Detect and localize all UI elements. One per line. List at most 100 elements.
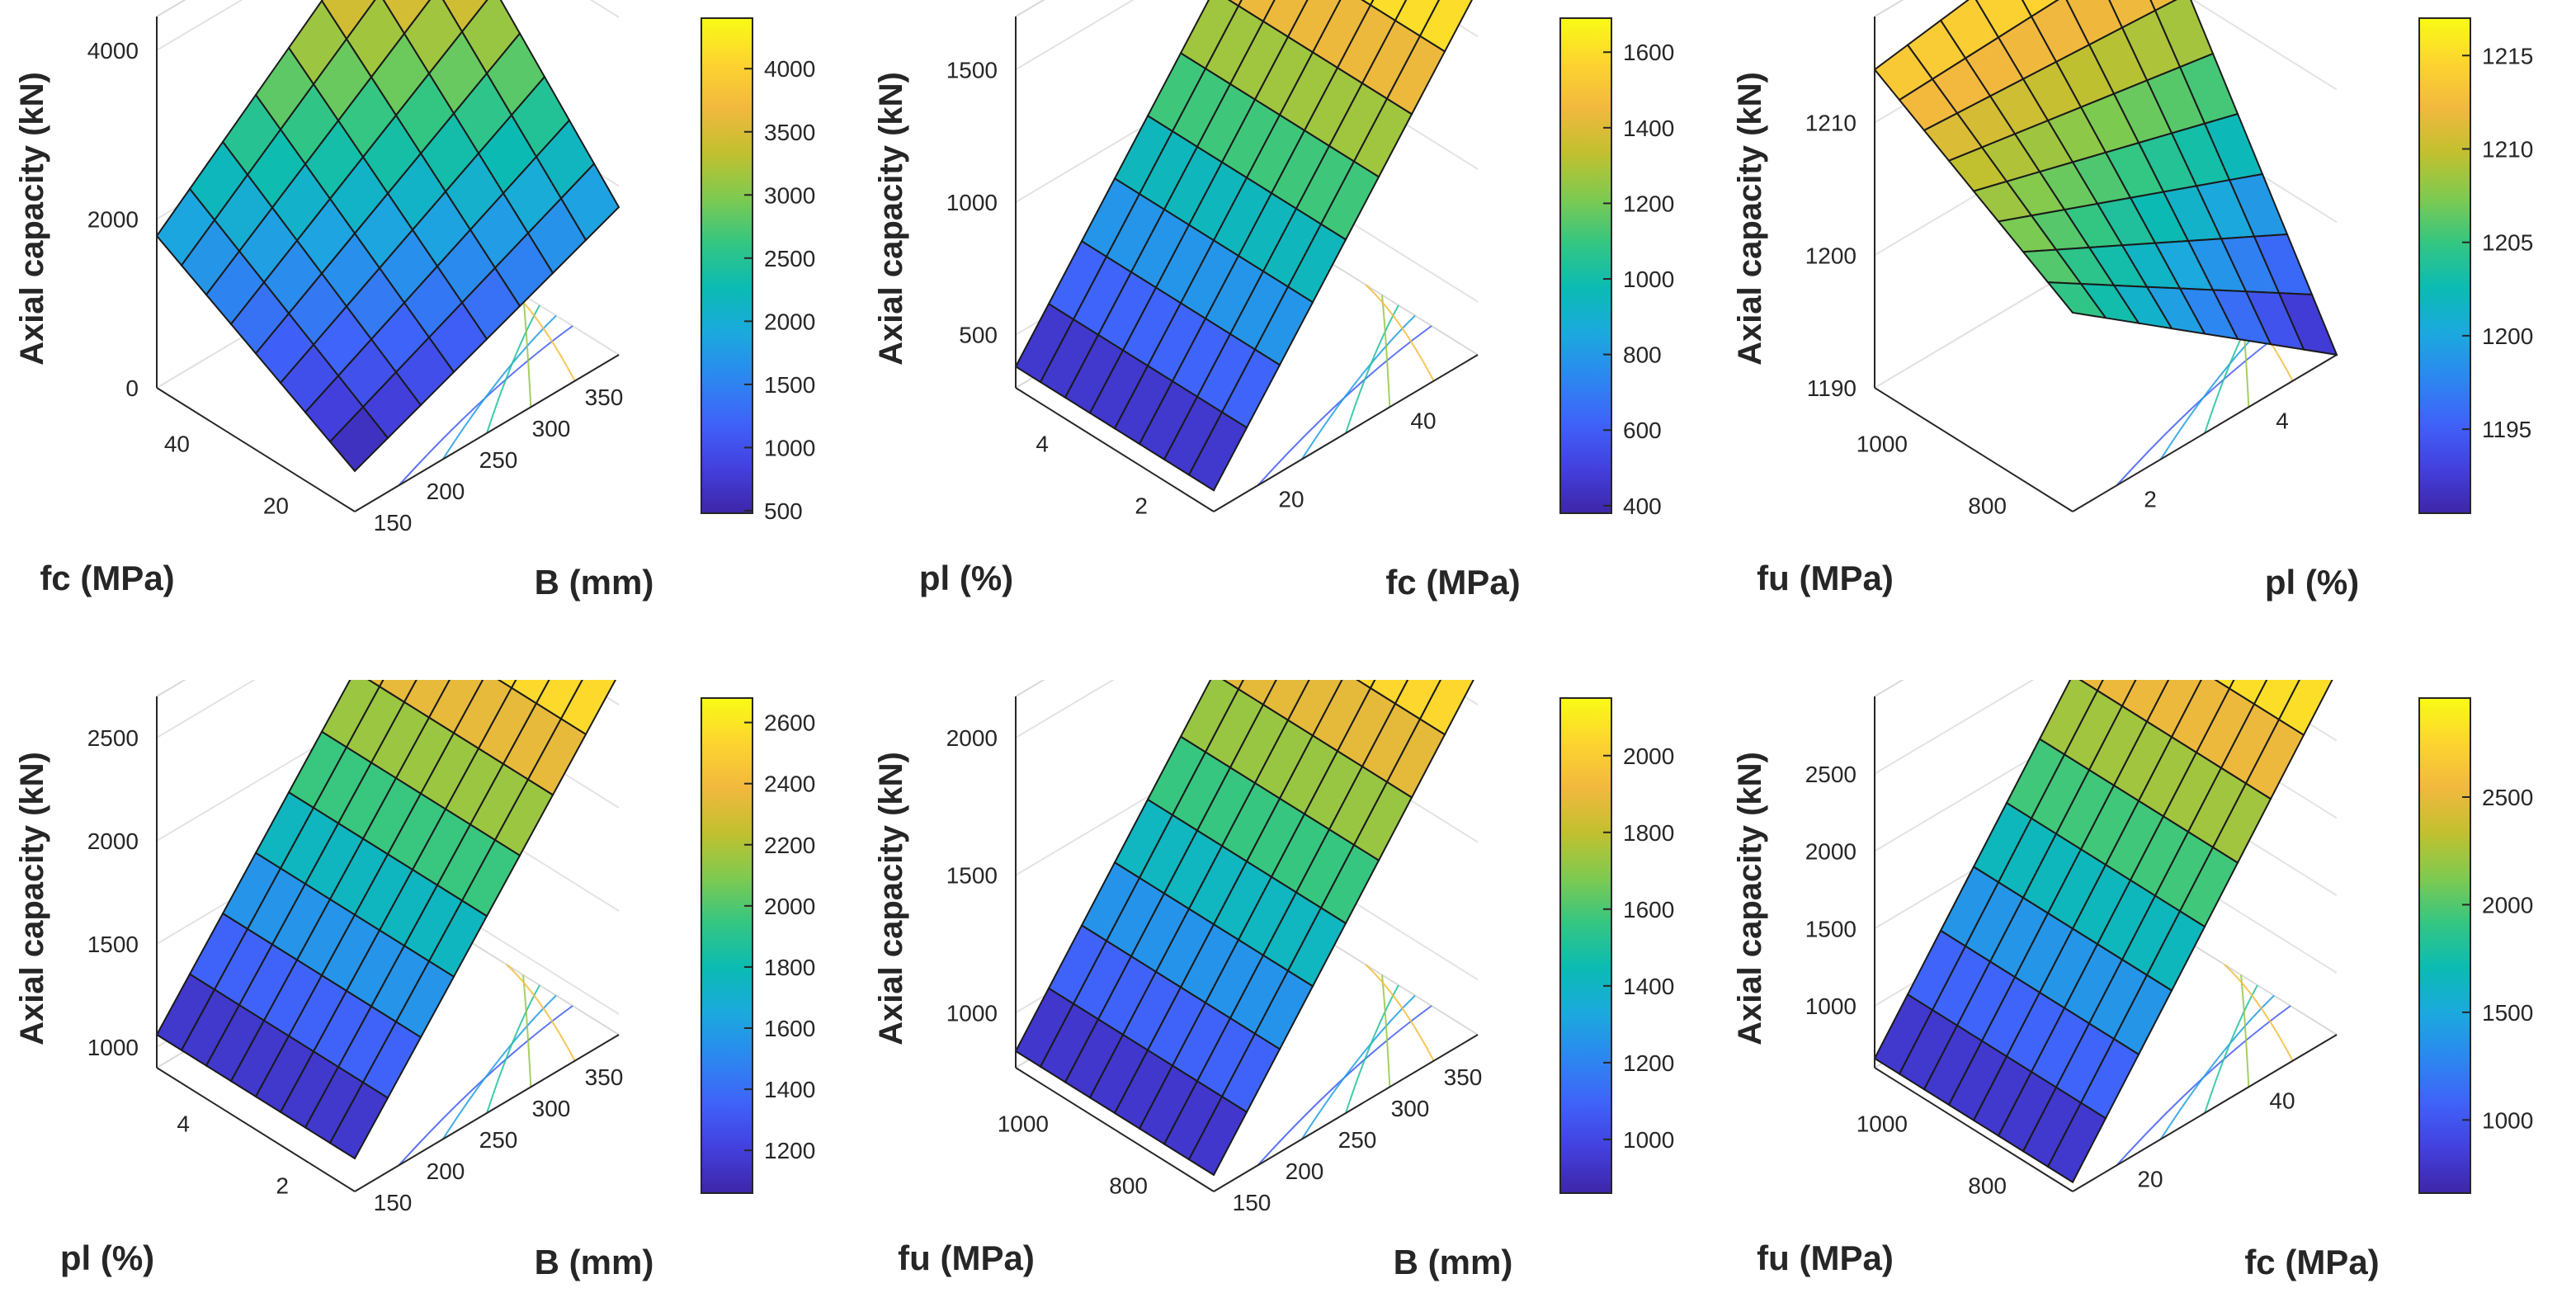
z-axis-title: Axial capacity (kN) bbox=[873, 72, 909, 366]
axes-lines bbox=[156, 17, 620, 512]
colorbar-tick-label: 1000 bbox=[1623, 1127, 1674, 1153]
axes-lines bbox=[1874, 17, 2338, 512]
z-tick-label: 2000 bbox=[946, 725, 998, 751]
colorbar-tick-label: 1600 bbox=[1623, 40, 1674, 65]
colorbar-tick-label: 4000 bbox=[764, 56, 815, 82]
colorbar-tick-label: 3000 bbox=[764, 182, 815, 208]
colorbar-tick-label: 2000 bbox=[764, 309, 815, 334]
floor-contours bbox=[398, 964, 576, 1167]
y-tick-label: 40 bbox=[164, 432, 190, 457]
z-axis-title: Axial capacity (kN) bbox=[1732, 72, 1768, 366]
z-tick-label: 1000 bbox=[1805, 993, 1857, 1019]
x-tick-label: 200 bbox=[427, 479, 465, 504]
z-tick-label: 2000 bbox=[87, 206, 139, 232]
z-axis-title: Axial capacity (kN) bbox=[1732, 752, 1768, 1045]
z-tick-label: 1500 bbox=[87, 932, 139, 957]
colorbar-tick-label: 1000 bbox=[2482, 1107, 2533, 1133]
colorbar-tick-label: 800 bbox=[1623, 342, 1662, 368]
surface-p6 bbox=[1873, 680, 2333, 1184]
colorbar-tick-label: 1400 bbox=[1623, 116, 1674, 141]
colorbar-tick-label: 1000 bbox=[1623, 267, 1674, 292]
colorbar-tick-label: 1500 bbox=[2482, 1000, 2533, 1026]
x-tick-label: 200 bbox=[1286, 1158, 1324, 1184]
x-tick-label: 4 bbox=[2276, 408, 2289, 434]
colorbar-tick-label: 1200 bbox=[1623, 191, 1674, 216]
surface-cell bbox=[2046, 1102, 2107, 1184]
colorbar-tick-label: 1400 bbox=[1623, 974, 1674, 999]
surface-cell bbox=[328, 405, 389, 473]
x-tick-label: 250 bbox=[479, 447, 518, 473]
surface-cell bbox=[328, 1081, 389, 1160]
y-tick-label: 1000 bbox=[998, 1111, 1049, 1137]
y-axis-title: fu (MPa) bbox=[1757, 1239, 1894, 1277]
x-tick-label: 250 bbox=[1338, 1127, 1377, 1153]
z-tick-label: 1500 bbox=[946, 57, 998, 83]
colorbar-tick-label: 1205 bbox=[2482, 230, 2533, 256]
z-tick-label: 2000 bbox=[1805, 839, 1857, 865]
y-tick-label: 1000 bbox=[1857, 1111, 1908, 1137]
surface-plot-p6: 1000 1500 2000 2500 20 40 800 1000 Axial capacit… bbox=[1732, 680, 2533, 1281]
surface-cell bbox=[1187, 1095, 1248, 1177]
x-tick-label: 150 bbox=[374, 510, 413, 536]
colorbar-tick-label: 1800 bbox=[764, 955, 815, 980]
x-axis-title: B (mm) bbox=[1394, 1243, 1513, 1281]
y-axis-title: pl (%) bbox=[919, 559, 1013, 597]
z-axis-title: Axial capacity (kN) bbox=[14, 752, 50, 1045]
axes-lines bbox=[1015, 17, 1479, 512]
colorbar-tick-label: 1210 bbox=[2482, 136, 2533, 162]
z-tick-label: 1200 bbox=[1805, 243, 1857, 268]
z-tick-label: 500 bbox=[959, 323, 998, 348]
surface-plot-p4: 1000 1500 2000 2500 150 200 250 300 350 2 4 Axial c… bbox=[14, 680, 815, 1281]
x-tick-label: 350 bbox=[1444, 1064, 1483, 1090]
colorbar-tick-label: 3500 bbox=[764, 120, 815, 145]
x-tick-label: 2 bbox=[2144, 487, 2157, 512]
surface-p3 bbox=[1873, 0, 2338, 356]
x-axis-title: fc (MPa) bbox=[2244, 1243, 2379, 1281]
x-tick-label: 40 bbox=[2269, 1088, 2295, 1114]
x-axis-title: B (mm) bbox=[535, 1243, 654, 1281]
axes-lines bbox=[1015, 696, 1479, 1192]
colorbar-tick-label: 2200 bbox=[764, 833, 815, 858]
colorbar bbox=[1559, 697, 1612, 1194]
colorbar bbox=[701, 697, 753, 1194]
colorbar-tick-label: 500 bbox=[764, 498, 803, 524]
z-tick-label: 1500 bbox=[946, 863, 998, 889]
z-tick-label: 2500 bbox=[1805, 762, 1857, 787]
surface-plot-p3: 1190 1200 1210 2 4 800 1000 Axial capacity (kN)… bbox=[1732, 0, 2533, 602]
colorbar-tick-label: 1000 bbox=[764, 435, 815, 460]
colorbar-tick-label: 2500 bbox=[764, 246, 815, 271]
x-axis-title: B (mm) bbox=[535, 563, 654, 602]
z-tick-label: 1210 bbox=[1805, 111, 1857, 136]
colorbar-tick-label: 2000 bbox=[764, 894, 815, 919]
x-axis-title: pl (%) bbox=[2265, 563, 2359, 602]
colorbar-tick-label: 600 bbox=[1623, 418, 1662, 443]
surface-p1 bbox=[155, 0, 620, 473]
surface-p2 bbox=[1014, 0, 1473, 492]
y-tick-label: 2 bbox=[1135, 493, 1148, 519]
colorbar-tick-label: 2400 bbox=[764, 771, 815, 797]
colorbar-tick-label: 1800 bbox=[1623, 820, 1674, 846]
surface-plot-p1: 0 2000 4000 150 200 250 300 350 20 40 Axial capaci… bbox=[14, 0, 815, 602]
colorbar-tick-label: 1400 bbox=[764, 1077, 815, 1102]
y-tick-label: 800 bbox=[1968, 493, 2007, 519]
colorbar-tick-label: 2000 bbox=[2482, 892, 2533, 918]
y-axis-title: fu (MPa) bbox=[1757, 559, 1894, 597]
x-tick-label: 350 bbox=[585, 1064, 624, 1090]
y-axis-title: fu (MPa) bbox=[898, 1239, 1035, 1277]
colorbar-tick-label: 2000 bbox=[1623, 743, 1674, 769]
y-tick-label: 800 bbox=[1109, 1173, 1148, 1199]
y-axis-title: pl (%) bbox=[60, 1239, 154, 1277]
z-tick-label: 1000 bbox=[87, 1035, 139, 1060]
y-tick-label: 4 bbox=[1036, 432, 1049, 457]
surface-plot-p2: 500 1000 1500 20 40 2 4 Axial capacity (kN) fc (… bbox=[873, 0, 1674, 602]
colorbar-tick-label: 2500 bbox=[2482, 785, 2533, 810]
y-tick-label: 20 bbox=[263, 493, 289, 519]
y-tick-label: 1000 bbox=[1857, 432, 1908, 457]
colorbar bbox=[701, 17, 753, 514]
colorbar-tick-label: 1200 bbox=[2482, 323, 2533, 349]
x-tick-label: 300 bbox=[532, 416, 571, 441]
floor-contours bbox=[1257, 284, 1435, 487]
floor-contours bbox=[1257, 964, 1435, 1167]
colorbar bbox=[2418, 17, 2471, 514]
